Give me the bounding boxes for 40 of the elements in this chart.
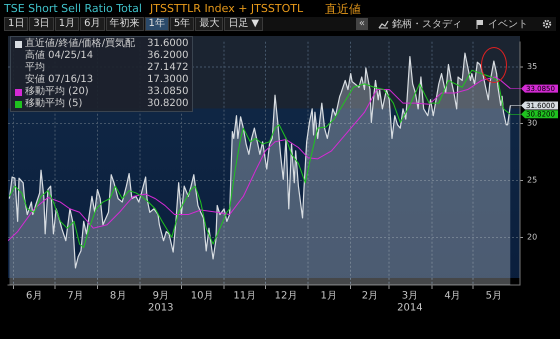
y-tick-label: 25	[527, 176, 538, 185]
text: 安値 07/16/13 17.3000	[25, 74, 188, 85]
y-tick-label: 20	[527, 232, 538, 242]
chart-title: TSE Short Sell Ratio Total	[4, 2, 142, 15]
chart-subtitle: JTSSTTLR Index + JTSSTOTL	[150, 2, 304, 15]
legend-label: 直近値/終値/価格/買気配	[25, 38, 136, 50]
x-tick-label: 5月	[486, 290, 502, 302]
y-tick-label: 35	[527, 62, 538, 71]
text: 3日	[29, 17, 54, 31]
text: 5年	[170, 17, 194, 31]
text: 31.6000	[147, 38, 188, 49]
text: 30.8200	[147, 98, 188, 109]
x-tick-label: 4月	[444, 290, 461, 302]
text: 1年	[144, 17, 169, 31]
x-tick-label: 9月 2013	[148, 290, 174, 314]
text: イベント	[488, 18, 528, 31]
x-tick-label: 10月	[190, 290, 214, 302]
x-tick-label: 12月	[274, 290, 298, 302]
x-tick-label: 3月 2014	[397, 290, 423, 314]
text: 最大	[195, 17, 224, 31]
text: 1月	[54, 17, 80, 31]
text: «	[356, 18, 368, 30]
text: 直近値	[325, 1, 361, 18]
text: 1日	[4, 17, 28, 31]
text: 日足 ▼	[224, 17, 264, 31]
text: 6月	[80, 17, 104, 31]
text: 33.0850	[147, 86, 188, 97]
text: 年初来	[106, 17, 144, 31]
x-tick-label: 6月	[26, 290, 42, 302]
legend-label: 移動平均 (5)	[25, 98, 82, 110]
text: 銘柄・スタディ	[392, 18, 462, 31]
x-tick-label: 7月	[67, 290, 84, 302]
x-tick-label: 1月	[320, 290, 337, 302]
x-tick-label: 8月	[110, 290, 126, 302]
text: 平均 27.1472	[25, 62, 188, 73]
y-tick-label: 30	[527, 118, 538, 128]
x-tick-label: 2月	[362, 290, 378, 302]
x-tick-label: 11月	[233, 290, 256, 302]
text: 高値 04/25/14 36.2000	[25, 50, 188, 61]
legend-label: 移動平均 (20)	[25, 86, 89, 98]
